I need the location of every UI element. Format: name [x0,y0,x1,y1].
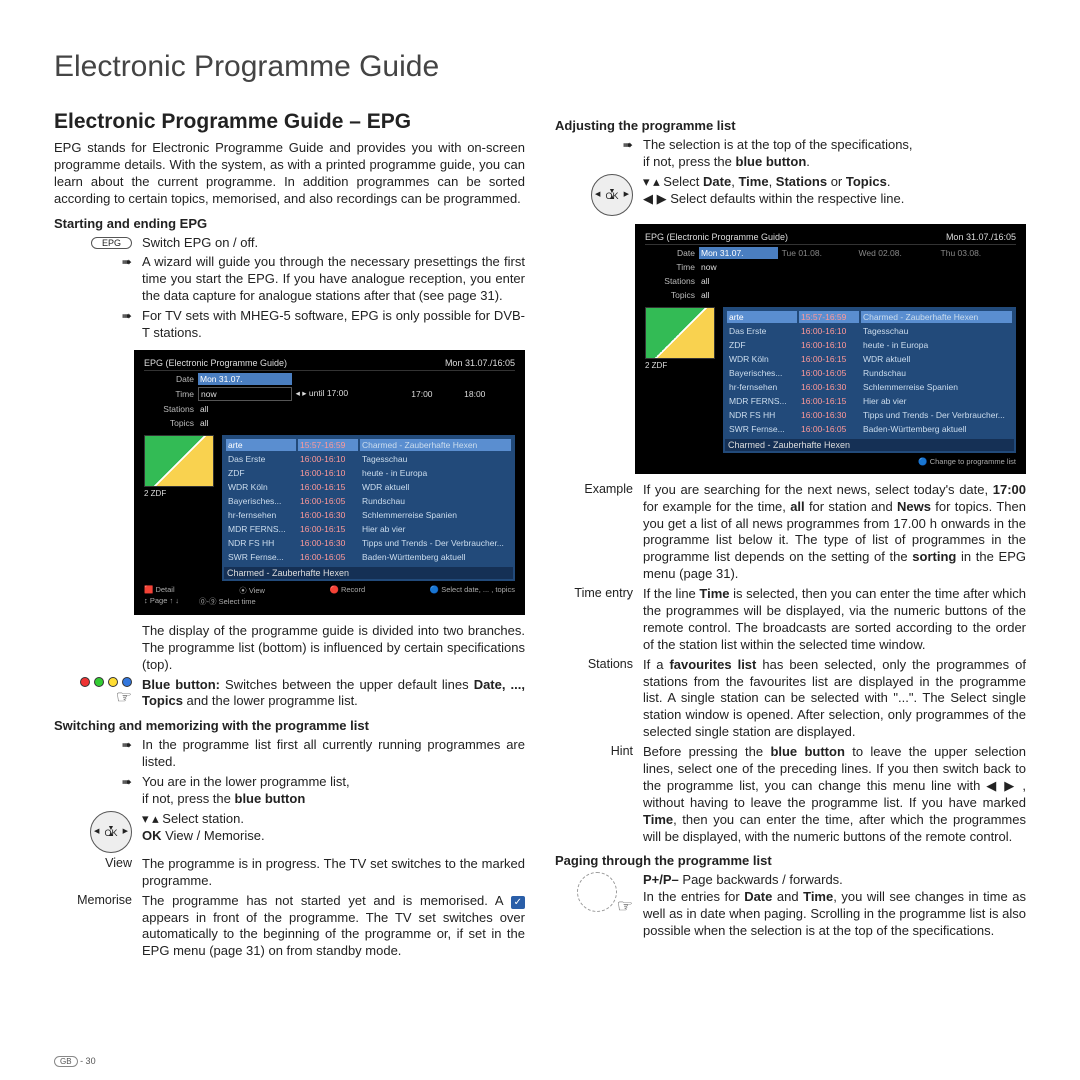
memorise-text: The programme has not started yet and is… [142,893,525,961]
color-buttons-icon [54,677,132,687]
subheading-switching: Switching and memorizing with the progra… [54,718,525,733]
time-entry-text: If the line Time is selected, then you c… [643,586,1026,654]
subheading-starting: Starting and ending EPG [54,216,525,231]
example-text: If you are searching for the next news, … [643,482,1026,583]
page-footer: GB - 30 [54,1056,96,1066]
page-title: Electronic Programme Guide [54,50,1026,84]
view-text: The programme is in progress. The TV set… [142,856,525,890]
ok-nav-icon: OK◀▶ [591,174,633,216]
section-heading: Electronic Programme Guide – EPG [54,110,525,134]
subheading-paging: Paging through the programme list [555,853,1026,868]
epg-button-icon: EPG [91,237,132,249]
right-column: Adjusting the programme list ➠The select… [555,110,1026,963]
subheading-adjusting: Adjusting the programme list [555,118,1026,133]
wizard-text: A wizard will guide you through the nece… [142,254,525,305]
epg-screenshot-2: EPG (Electronic Programme Guide)Mon 31.0… [635,224,1026,474]
mheg-text: For TV sets with MHEG-5 software, EPG is… [142,308,525,342]
paging-text: P+/P– Page backwards / forwards.In the e… [643,872,1026,940]
epg-screenshot-1: EPG (Electronic Programme Guide)Mon 31.0… [134,350,525,615]
divided-text: The display of the programme guide is di… [142,623,525,674]
select-station: ▾ ▴ Select station.OK View / Memorise. [142,811,525,845]
left-column: Electronic Programme Guide – EPG EPG sta… [54,110,525,963]
stations-text: If a favourites list has been selected, … [643,657,1026,741]
hint-text: Before pressing the blue button to leave… [643,744,1026,845]
ok-nav-icon: OK◀▶ [90,811,132,853]
list-first-text: In the programme list first all currentl… [142,737,525,771]
intro-text: EPG stands for Electronic Programme Guid… [54,140,525,208]
programme-list: arte15:57-16:59Charmed - Zauberhafte Hex… [222,435,515,581]
select-date-text: ▾ ▴ Select Date, Time, Stations or Topic… [643,174,1026,208]
epg-on-text: Switch EPG on / off. [142,235,525,252]
blue-button-text: Blue button: Switches between the upper … [142,677,525,711]
selection-top-text: The selection is at the top of the speci… [643,137,1026,171]
lower-list-text: You are in the lower programme list,if n… [142,774,525,808]
